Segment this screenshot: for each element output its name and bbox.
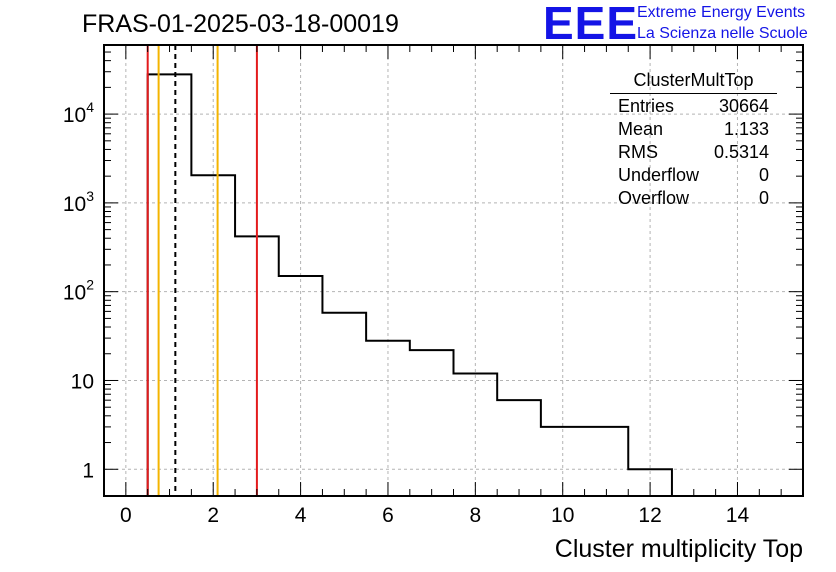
x-tick-label: 8	[470, 504, 482, 527]
x-axis-label: Cluster multiplicity Top	[554, 535, 803, 563]
logo-text-line2: La Scienza nelle Scuole	[637, 25, 808, 42]
histogram-outline	[146, 73, 673, 496]
x-tick-label: 12	[638, 504, 661, 527]
y-tick-label: 102	[63, 277, 94, 305]
stats-label: RMS	[618, 142, 658, 162]
stats-value: 0	[758, 165, 769, 185]
stats-row-rms: RMS 0.5314	[610, 141, 777, 164]
y-tick-label: 104	[63, 99, 94, 127]
x-tick-label: 6	[382, 504, 394, 527]
stats-label: Overflow	[618, 188, 690, 208]
x-tick-label: 0	[120, 504, 132, 527]
stats-value: 30664	[718, 96, 769, 116]
stats-row-overflow: Overflow 0	[610, 187, 777, 210]
y-tick-label: 103	[63, 188, 94, 216]
stats-box: ClusterMultTop Entries 30664 Mean 1.133 …	[610, 70, 777, 210]
x-tick-label: 4	[295, 504, 307, 527]
x-tick-label: 10	[551, 504, 574, 527]
chart-title: FRAS-01-2025-03-18-00019	[82, 10, 399, 38]
stats-value: 1.133	[723, 119, 769, 139]
x-tick-label: 2	[207, 504, 219, 527]
logo-text-line1: Extreme Energy Events	[637, 4, 806, 21]
y-tick-label: 10	[71, 370, 94, 393]
stats-label: Entries	[618, 96, 675, 116]
stats-row-entries: Entries 30664	[610, 95, 777, 118]
stats-row-underflow: Underflow 0	[610, 164, 777, 187]
x-tick-label: 14	[726, 504, 750, 527]
eee-logo: EEE	[543, 0, 639, 49]
stats-label: Underflow	[618, 165, 700, 185]
stats-row-mean: Mean 1.133	[610, 118, 777, 141]
stats-value: 0.5314	[713, 142, 769, 162]
stats-title: ClusterMultTop	[610, 70, 777, 94]
stats-label: Mean	[618, 119, 664, 139]
y-tick-label: 1	[82, 459, 94, 482]
stats-value: 0	[758, 188, 769, 208]
